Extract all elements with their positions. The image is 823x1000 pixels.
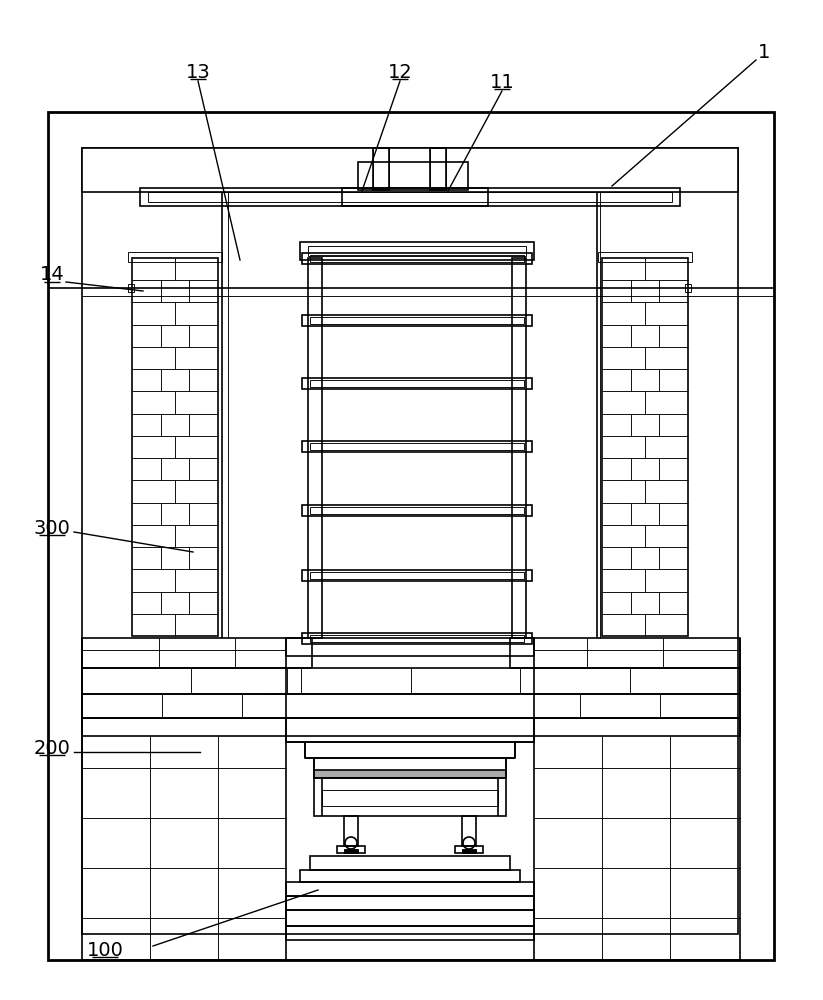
Bar: [302, 633, 532, 644]
Bar: [512, 258, 526, 638]
Bar: [286, 718, 534, 742]
Bar: [314, 770, 506, 778]
Bar: [300, 242, 534, 260]
Bar: [314, 778, 506, 816]
Bar: [148, 192, 672, 202]
Text: 12: 12: [388, 62, 412, 82]
Bar: [140, 188, 680, 206]
Bar: [128, 252, 222, 262]
Bar: [602, 258, 688, 636]
Bar: [455, 846, 483, 853]
Bar: [598, 252, 692, 262]
Bar: [82, 148, 738, 192]
Text: 300: 300: [34, 518, 71, 538]
Bar: [462, 849, 476, 853]
Bar: [310, 317, 524, 324]
Bar: [308, 258, 322, 638]
Bar: [305, 742, 515, 758]
Bar: [310, 856, 510, 870]
Bar: [82, 638, 312, 668]
Bar: [337, 846, 365, 853]
Bar: [48, 112, 774, 960]
Bar: [310, 635, 524, 642]
Bar: [358, 162, 468, 190]
Bar: [310, 443, 524, 450]
Bar: [310, 255, 524, 262]
Bar: [310, 572, 524, 579]
Bar: [344, 849, 358, 853]
Bar: [128, 284, 134, 292]
Bar: [286, 896, 534, 910]
Bar: [302, 441, 532, 452]
Bar: [302, 570, 532, 581]
Text: 13: 13: [186, 62, 211, 82]
Text: 200: 200: [34, 738, 71, 758]
Bar: [286, 882, 534, 896]
Bar: [322, 790, 498, 806]
Bar: [302, 315, 532, 326]
Text: 100: 100: [86, 940, 123, 960]
Bar: [373, 148, 389, 190]
Bar: [286, 926, 534, 940]
Bar: [342, 188, 488, 206]
Bar: [82, 148, 738, 934]
Bar: [430, 148, 446, 190]
Bar: [308, 246, 526, 256]
Text: 11: 11: [490, 73, 514, 92]
Bar: [302, 378, 532, 389]
Text: 14: 14: [40, 265, 64, 284]
Bar: [82, 668, 740, 694]
Bar: [310, 380, 524, 387]
Text: 1: 1: [758, 42, 770, 62]
Bar: [462, 816, 476, 846]
Bar: [685, 284, 691, 292]
Bar: [132, 258, 218, 636]
Bar: [302, 505, 532, 516]
Bar: [82, 694, 740, 718]
Bar: [302, 253, 532, 264]
Bar: [286, 638, 534, 656]
Bar: [310, 507, 524, 514]
Bar: [300, 870, 520, 882]
Bar: [344, 816, 358, 846]
Bar: [82, 718, 740, 736]
Bar: [510, 638, 740, 668]
Bar: [286, 910, 534, 926]
Bar: [314, 758, 506, 772]
